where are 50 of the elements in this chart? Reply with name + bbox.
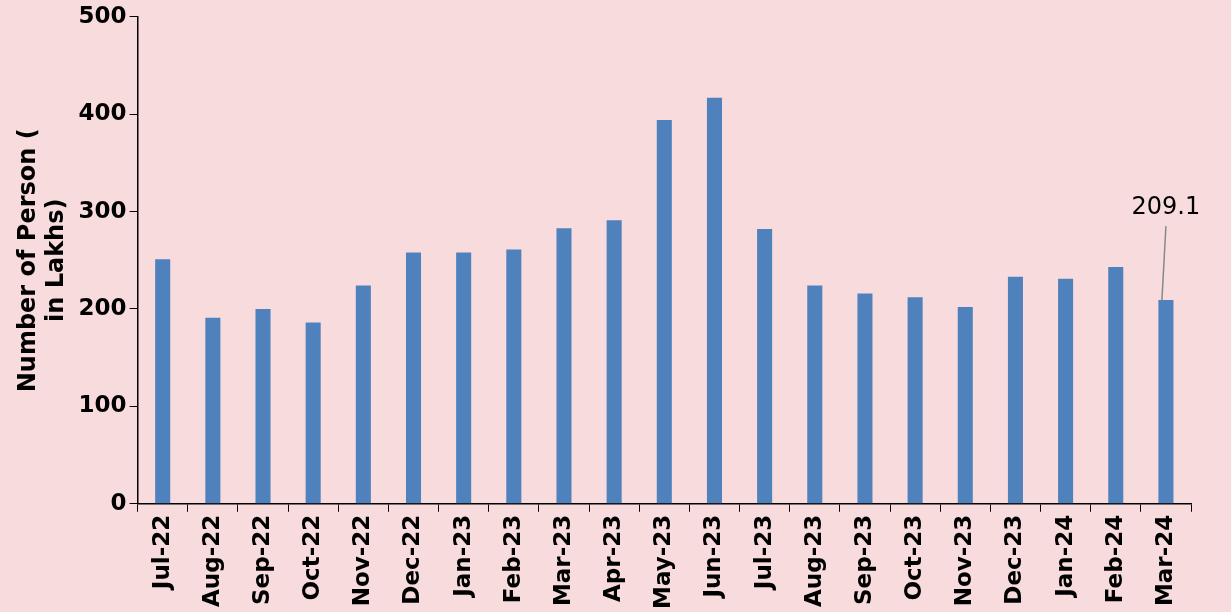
bar [355,285,371,504]
bar [506,249,522,504]
data-label: 209.1 [1131,192,1201,221]
bar [957,307,973,504]
x-tick-label: Jul-23 [749,514,776,592]
x-tick-label: Jun-23 [699,514,726,600]
bar [1058,278,1074,504]
x-tick-label: Feb-23 [498,514,525,604]
x-tick-label: Aug-22 [197,514,224,607]
x-tick-label: Sep-23 [849,514,876,605]
bar [706,97,722,504]
x-tick-label: Oct-23 [900,514,927,601]
x-tick-label: Dec-22 [398,514,425,605]
bar [1007,276,1023,504]
bar [1108,267,1124,504]
bar [205,317,221,504]
x-tick-label: Jul-22 [147,514,174,592]
bar [556,228,572,504]
x-tick-label: Sep-22 [247,514,274,605]
bar [305,322,321,504]
bar [1158,300,1174,504]
bar [907,297,923,504]
y-tick-label: 500 [78,1,127,28]
y-tick-label: 300 [78,196,127,223]
x-tick-label: Apr-23 [599,514,626,602]
y-tick-label: 200 [78,293,127,320]
x-tick-label: Aug-23 [799,514,826,607]
bar [456,252,472,504]
bar [807,285,823,504]
x-tick-label: Dec-23 [1000,514,1027,605]
x-tick-label: Nov-22 [348,514,375,607]
bar [155,259,171,504]
bar [606,220,622,504]
bar [255,308,271,504]
bar [656,120,672,504]
y-tick-label: 400 [78,99,127,126]
x-tick-label: Jan-23 [448,514,475,599]
x-tick-label: Mar-24 [1150,514,1177,607]
y-axis-title: Number of Person (in Lakhs) [12,128,70,393]
bar [857,293,873,504]
bar [757,229,773,504]
x-tick-label: May-23 [649,514,676,609]
x-tick-label: Feb-24 [1100,514,1127,604]
y-tick-label: 100 [78,391,127,418]
x-tick-label: Jan-24 [1050,514,1077,599]
x-tick-label: Nov-23 [950,514,977,607]
x-tick-label: Oct-22 [298,514,325,601]
y-tick-label: 0 [110,488,127,515]
x-tick-label: Mar-23 [548,514,575,607]
bar [405,252,422,504]
